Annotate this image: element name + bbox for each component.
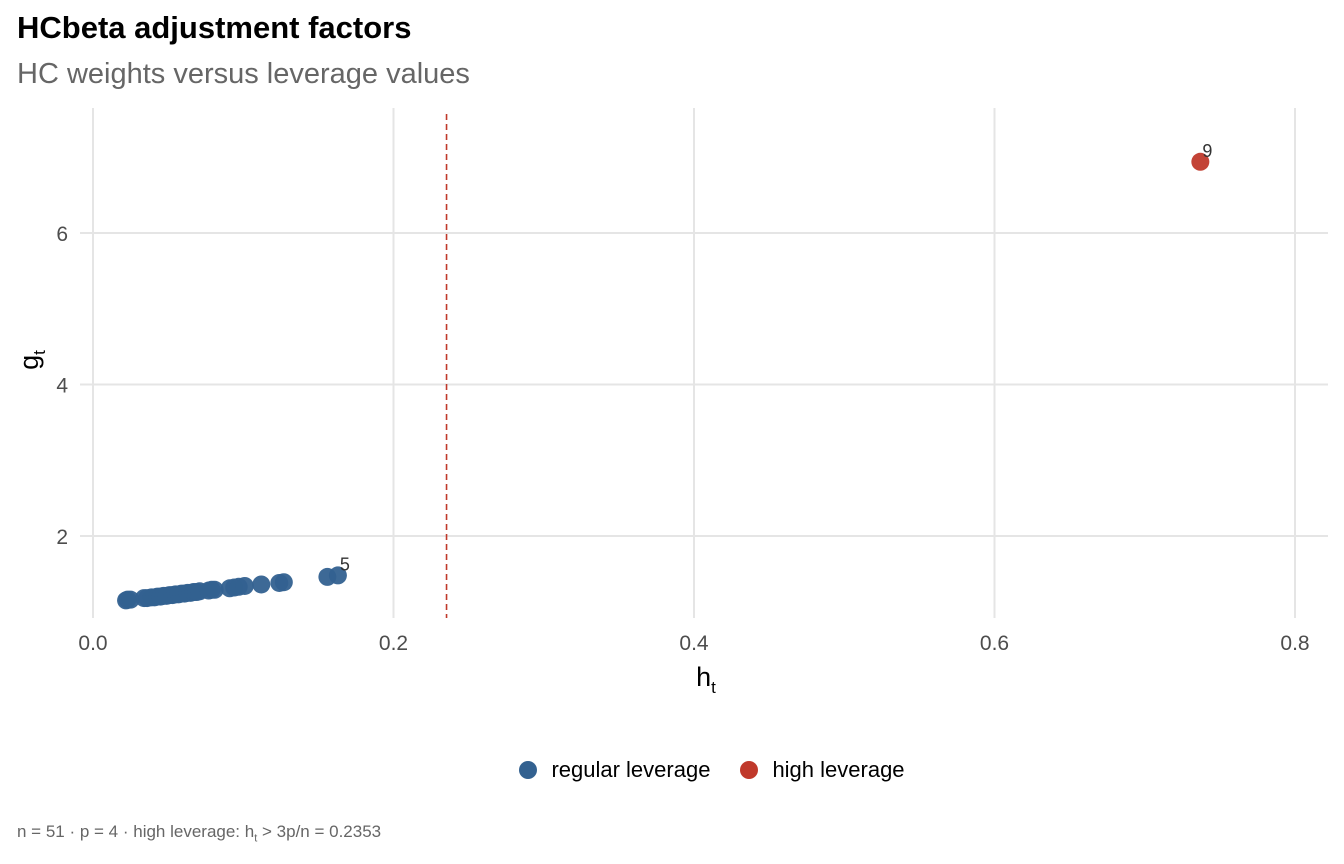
chart-caption: n = 51 · p = 4 · high leverage: ht > 3p/… [17, 822, 381, 844]
chart-subtitle: HC weights versus leverage values [17, 58, 470, 90]
regular-point [252, 575, 271, 594]
y-tick-label: 2 [56, 526, 68, 549]
x-tick-label: 0.4 [679, 632, 709, 655]
x-axis-label: ht [696, 662, 716, 697]
legend: regular leverage high leverage [0, 752, 1344, 788]
grid-lines [80, 108, 1328, 618]
legend-item-high: high leverage [740, 757, 905, 783]
regular-point [235, 576, 254, 595]
caption-subscript: t [254, 832, 258, 845]
legend-swatch-regular [519, 761, 538, 779]
legend-label-high: high leverage [772, 757, 905, 782]
high-leverage-point [1191, 152, 1210, 171]
legend-item-regular: regular leverage [519, 757, 710, 783]
legend-label-regular: regular leverage [551, 757, 711, 782]
y-tick-label: 6 [56, 223, 68, 246]
point-labels: 59 [340, 141, 1212, 575]
axis-ticks: 0.0 0.2 0.4 0.6 0.8 2 4 6 [56, 223, 1309, 655]
x-tick-label: 0.6 [980, 632, 1009, 655]
y-axis-label-subscript: t [30, 350, 49, 355]
x-tick-label: 0.0 [78, 632, 107, 655]
x-tick-label: 0.2 [379, 632, 408, 655]
point-label: 5 [340, 554, 350, 574]
y-axis-label: gt [14, 350, 49, 370]
point-label: 9 [1202, 141, 1212, 161]
data-points [117, 152, 1210, 610]
regular-point [274, 573, 293, 592]
chart-title: HCbeta adjustment factors [17, 10, 412, 45]
caption-prefix: n = 51 · p = 4 · high leverage: h [17, 822, 255, 841]
x-tick-label: 0.8 [1280, 632, 1309, 655]
y-tick-label: 4 [56, 375, 68, 398]
regular-point [121, 590, 140, 609]
regular-point [328, 566, 347, 585]
legend-swatch-high [740, 761, 759, 779]
x-axis-label-subscript: t [711, 678, 716, 697]
regular-point [205, 580, 224, 599]
caption-suffix: > 3p/n = 0.2353 [257, 822, 382, 841]
